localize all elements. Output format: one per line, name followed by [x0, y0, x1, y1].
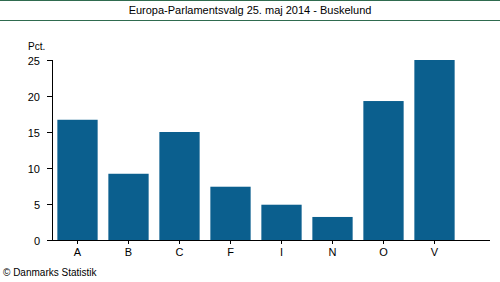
bar: [57, 120, 97, 240]
y-tick: [47, 240, 52, 241]
x-tick-label: O: [379, 246, 388, 258]
x-tick-label: C: [176, 246, 184, 258]
bar: [414, 60, 454, 240]
y-tick: [47, 96, 52, 97]
bar: [108, 174, 148, 240]
y-tick-label: 10: [28, 163, 40, 175]
bar: [312, 217, 352, 240]
y-tick: [47, 168, 52, 169]
x-tick-label: F: [227, 246, 234, 258]
frame: [0, 0, 500, 1]
bar: [363, 101, 403, 240]
x-axis: [52, 240, 490, 241]
bar: [210, 187, 250, 240]
y-label: Pct.: [28, 41, 45, 52]
y-tick-label: 25: [28, 55, 40, 67]
chart: Europa-Parlamentsvalg 25. maj 2014 - Bus…: [0, 0, 500, 282]
x-tick-label: I: [280, 246, 283, 258]
x-tick-label: N: [329, 246, 337, 258]
title: Europa-Parlamentsvalg 25. maj 2014 - Bus…: [129, 4, 372, 16]
y-tick-label: 5: [34, 199, 40, 211]
y-tick: [47, 60, 52, 61]
bars: [57, 60, 454, 240]
y-tick: [47, 132, 52, 133]
x-tick-label: V: [431, 246, 439, 258]
x-tick-label: A: [74, 246, 82, 258]
source: © Danmarks Statistik: [3, 267, 98, 278]
y-tick-label: 0: [34, 235, 40, 247]
bar: [261, 205, 301, 240]
y-axis: [52, 60, 53, 240]
y-tick-label: 15: [28, 127, 40, 139]
y-tick: [47, 204, 52, 205]
bar: [159, 132, 199, 240]
frame: [0, 20, 500, 21]
x-tick-label: B: [125, 246, 132, 258]
y-tick-label: 20: [28, 91, 40, 103]
